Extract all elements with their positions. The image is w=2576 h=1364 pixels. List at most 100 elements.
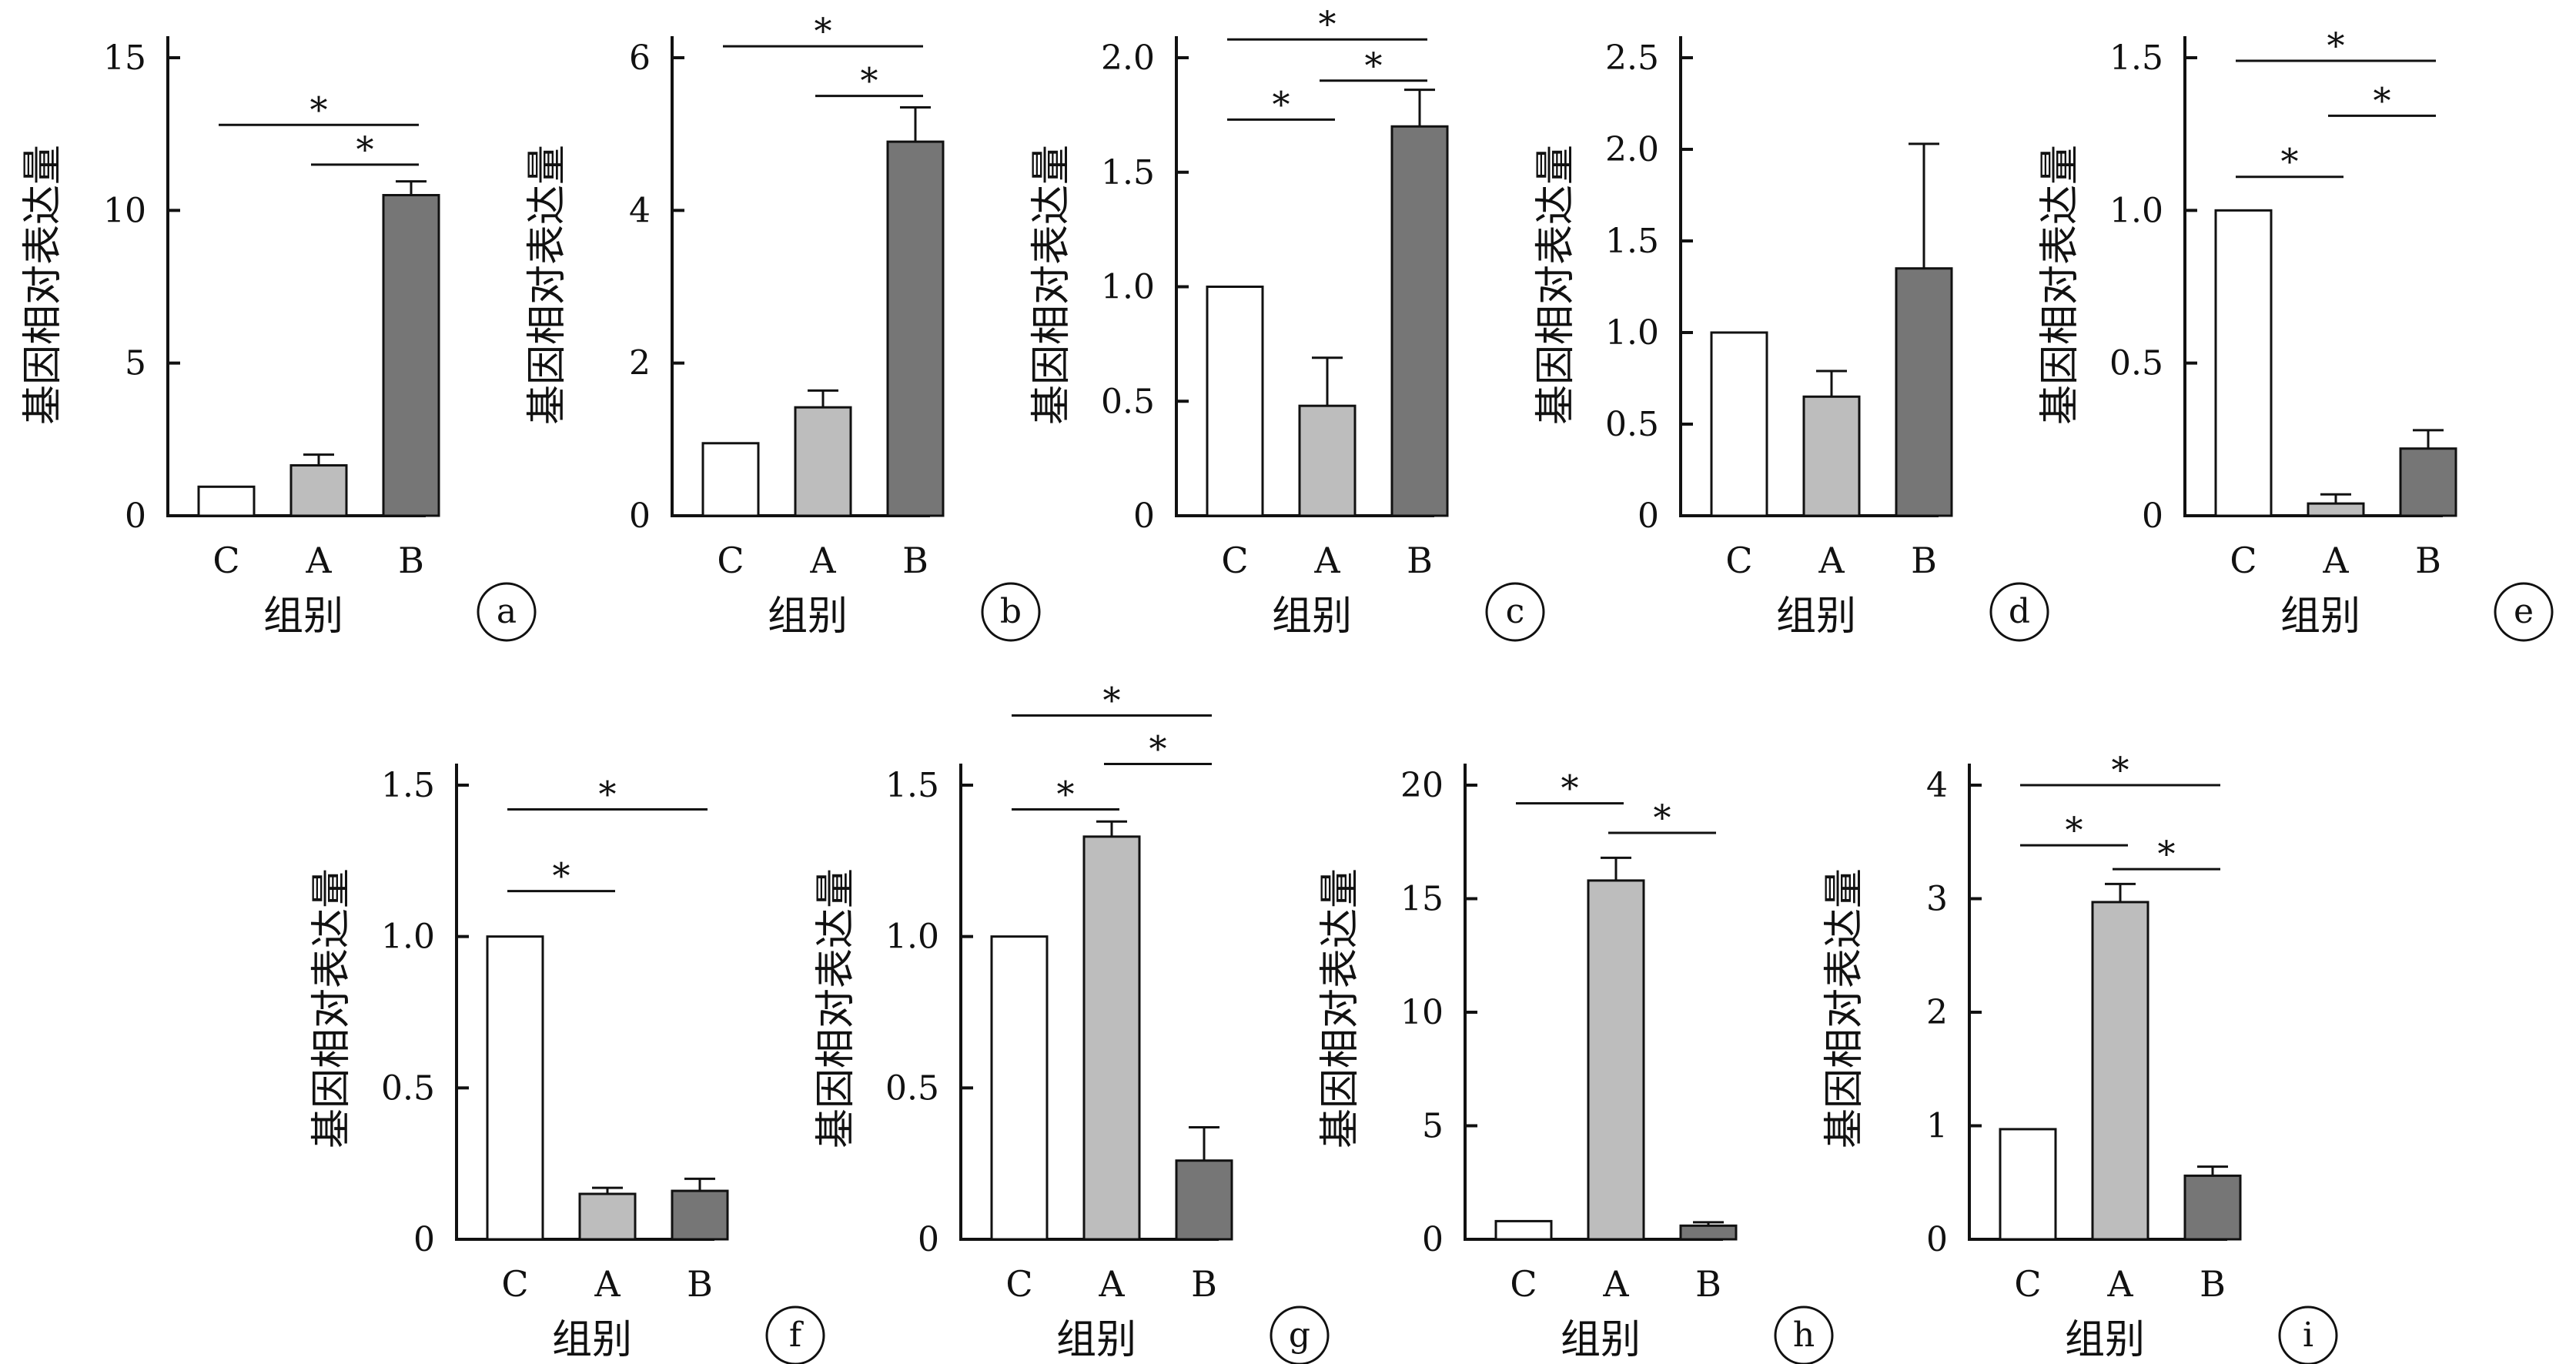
panel-b: 0 2 4 6 C A B * * 组别 基因相对表达量 b bbox=[524, 10, 1041, 642]
panel-letter-i: i bbox=[2303, 1316, 2313, 1355]
bar-e-C bbox=[2214, 209, 2273, 517]
category-label-i-B: B bbox=[2200, 1263, 2226, 1305]
y-tick-label-i-4: 4 bbox=[1926, 766, 1948, 805]
bar-d-A bbox=[1802, 395, 1861, 517]
y-tick-label-b-1: 2 bbox=[629, 344, 651, 383]
x-axis-title-d: 组别 bbox=[1776, 593, 1856, 640]
category-label-b-B: B bbox=[902, 540, 928, 581]
panel-letter-e: e bbox=[2514, 592, 2534, 631]
significance-star-i-0: * bbox=[2112, 749, 2129, 791]
category-label-h-C: C bbox=[1510, 1263, 1537, 1305]
y-tick-label-d-4: 2.0 bbox=[1605, 130, 1659, 169]
bar-c-B bbox=[1390, 125, 1449, 517]
bar-c-C bbox=[1206, 286, 1264, 517]
y-tick-label-c-0: 0 bbox=[1133, 496, 1155, 536]
significance-star-g-1: * bbox=[1057, 773, 1075, 814]
panel-letter-d: d bbox=[2009, 592, 2030, 631]
category-label-g-A: A bbox=[1098, 1263, 1125, 1305]
y-tick-label-a-3: 15 bbox=[103, 38, 146, 78]
y-tick-label-d-1: 0.5 bbox=[1605, 405, 1659, 444]
significance-star-b-1: * bbox=[861, 60, 878, 102]
panel-circle-g bbox=[1270, 1305, 1330, 1364]
category-label-i-C: C bbox=[2014, 1263, 2041, 1305]
category-label-f-C: C bbox=[501, 1263, 528, 1305]
bar-d-B bbox=[1895, 267, 1953, 517]
y-axis-title-b: 基因相对表达量 bbox=[524, 145, 570, 425]
bar-g-B bbox=[1175, 1159, 1233, 1241]
y-tick-label-c-2: 1.0 bbox=[1101, 268, 1155, 307]
x-axis-title-h: 组别 bbox=[1561, 1317, 1641, 1363]
y-tick-label-h-2: 10 bbox=[1400, 993, 1444, 1032]
bar-e-B bbox=[2399, 447, 2457, 517]
category-label-h-A: A bbox=[1602, 1263, 1629, 1305]
panel-i: 0 1 2 3 4 C A B * * * 组别 基因相对表达量 i bbox=[1822, 749, 2338, 1364]
y-tick-label-c-1: 0.5 bbox=[1101, 382, 1155, 421]
y-tick-label-h-3: 15 bbox=[1400, 880, 1444, 919]
bar-h-C bbox=[1494, 1219, 1553, 1241]
y-axis-title-e: 基因相对表达量 bbox=[2037, 145, 2083, 425]
y-axis-title-h: 基因相对表达量 bbox=[1317, 868, 1363, 1148]
y-tick-label-b-0: 0 bbox=[629, 496, 651, 536]
y-axis-title-f: 基因相对表达量 bbox=[309, 868, 355, 1148]
y-tick-label-d-3: 1.5 bbox=[1605, 222, 1659, 261]
bar-a-B bbox=[382, 194, 440, 517]
panel-letter-c: c bbox=[1506, 592, 1525, 631]
category-label-f-B: B bbox=[687, 1263, 713, 1305]
panel-letter-f: f bbox=[789, 1316, 804, 1355]
bar-a-A bbox=[289, 464, 348, 517]
x-axis-title-g: 组别 bbox=[1056, 1317, 1136, 1363]
category-label-h-B: B bbox=[1695, 1263, 1721, 1305]
bar-a-C bbox=[197, 485, 256, 517]
x-axis-title-c: 组别 bbox=[1272, 593, 1352, 640]
y-tick-label-f-1: 0.5 bbox=[381, 1068, 435, 1108]
x-axis-title-i: 组别 bbox=[2065, 1317, 2145, 1363]
bar-i-C bbox=[1999, 1128, 2057, 1241]
bar-f-C bbox=[486, 935, 544, 1241]
significance-star-i-2: * bbox=[2158, 833, 2176, 874]
panel-circle-f bbox=[765, 1305, 825, 1364]
bar-f-A bbox=[578, 1192, 637, 1241]
panel-c: 0 0.5 1.0 1.5 2.0 C A B * * * 组别 基因相对表达量 c bbox=[1029, 3, 1545, 642]
category-label-a-C: C bbox=[212, 540, 239, 581]
x-axis-title-a: 组别 bbox=[263, 593, 343, 640]
bar-i-A bbox=[2091, 901, 2149, 1241]
y-tick-label-d-0: 0 bbox=[1638, 496, 1659, 536]
bar-d-C bbox=[1710, 331, 1768, 517]
y-tick-label-b-3: 6 bbox=[629, 38, 651, 78]
y-axis-title-g: 基因相对表达量 bbox=[813, 868, 859, 1148]
y-tick-label-g-3: 1.5 bbox=[885, 766, 939, 805]
y-tick-label-i-2: 2 bbox=[1926, 993, 1948, 1032]
y-tick-label-e-0: 0 bbox=[2142, 496, 2163, 536]
panel-h: 0 5 10 15 20 C A B * * 组别 基因相对表达量 h bbox=[1317, 764, 1834, 1364]
panel-circle-i bbox=[2278, 1305, 2338, 1364]
x-axis-title-e: 组别 bbox=[2280, 593, 2360, 640]
significance-star-c-2: * bbox=[1365, 45, 1383, 86]
panel-letter-h: h bbox=[1793, 1316, 1815, 1355]
panel-circle-b bbox=[981, 582, 1041, 642]
y-tick-label-e-3: 1.5 bbox=[2109, 38, 2163, 78]
category-label-a-B: B bbox=[398, 540, 424, 581]
y-tick-label-e-1: 0.5 bbox=[2109, 344, 2163, 383]
category-label-c-B: B bbox=[1407, 540, 1433, 581]
category-label-i-A: A bbox=[2106, 1263, 2133, 1305]
bar-e-A bbox=[2307, 502, 2365, 517]
category-label-d-A: A bbox=[1818, 540, 1845, 581]
bar-b-A bbox=[794, 406, 852, 517]
panel-letter-g: g bbox=[1289, 1316, 1310, 1355]
bar-h-B bbox=[1679, 1224, 1738, 1241]
y-tick-label-h-1: 5 bbox=[1422, 1107, 1444, 1146]
bar-g-C bbox=[990, 935, 1049, 1241]
y-tick-label-c-4: 2.0 bbox=[1101, 38, 1155, 78]
panel-letter-b: b bbox=[1000, 592, 1022, 631]
significance-star-e-0: * bbox=[2327, 25, 2345, 66]
category-label-e-A: A bbox=[2322, 540, 2349, 581]
y-tick-label-d-5: 2.5 bbox=[1605, 38, 1659, 78]
bar-i-B bbox=[2183, 1174, 2242, 1241]
panel-circle-h bbox=[1774, 1305, 1834, 1364]
bar-h-A bbox=[1587, 879, 1645, 1241]
category-label-b-A: A bbox=[809, 540, 836, 581]
y-tick-label-a-0: 0 bbox=[125, 496, 146, 536]
significance-star-c-1: * bbox=[1273, 83, 1290, 125]
y-tick-label-i-1: 1 bbox=[1926, 1107, 1948, 1146]
